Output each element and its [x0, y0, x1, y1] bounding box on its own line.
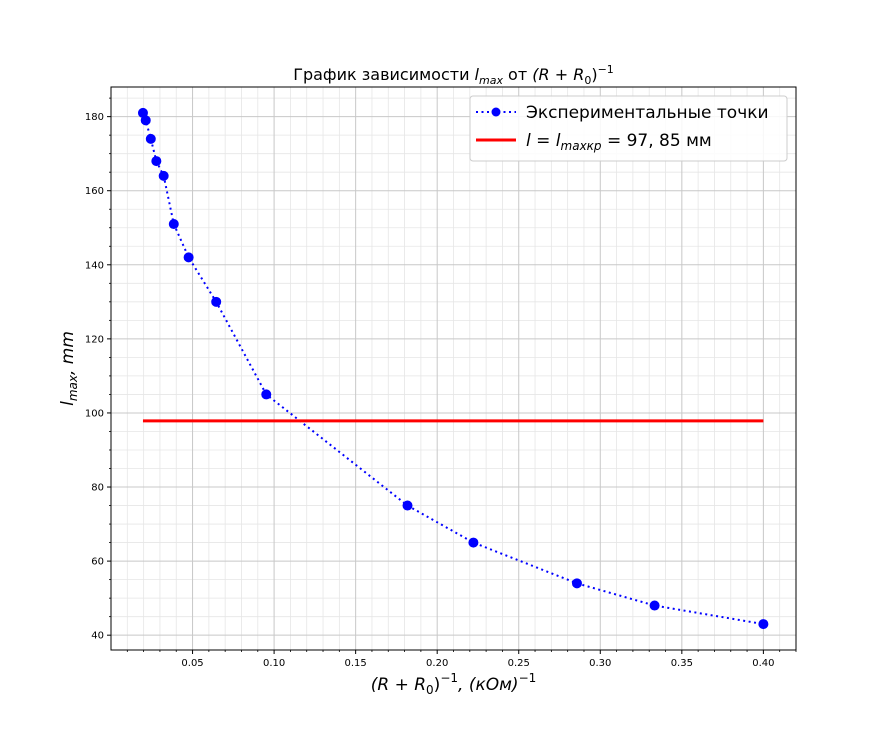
x-tick-label: 0.35 — [671, 658, 693, 669]
labels-layer: График зависимости lmax от (R + R0)−1 (R … — [58, 63, 614, 697]
x-tick-label: 0.05 — [181, 658, 203, 669]
y-tick-label: 180 — [85, 112, 104, 123]
axes-layer: 0.05 0.10 0.15 0.20 0.25 0.30 0.35 0.40 40 60 80 10… — [85, 86, 797, 669]
legend-marker-experimental — [491, 107, 501, 117]
experimental-point — [261, 389, 272, 400]
y-tick-label: 80 — [91, 483, 104, 494]
x-tick-label: 0.30 — [589, 658, 611, 669]
x-axis-label: (R + R0)−1, (кОм)−1 — [371, 671, 537, 697]
experimental-point — [183, 252, 194, 263]
experimental-point — [649, 600, 660, 611]
y-tick-label: 120 — [85, 334, 104, 345]
experimental-point — [168, 219, 179, 230]
experimental-point — [158, 170, 169, 181]
y-axis-label: lmax, mm — [58, 331, 80, 406]
experimental-point — [571, 578, 582, 589]
y-tick-label: 40 — [91, 631, 104, 642]
legend: Экспериментальные точки l = lmaxкр = 97, … — [469, 95, 788, 162]
experimental-point — [468, 537, 479, 548]
experimental-point — [402, 500, 413, 511]
grid-layer — [111, 87, 797, 650]
chart-title: График зависимости lmax от (R + R0)−1 — [293, 63, 614, 87]
x-tick-label: 0.10 — [263, 658, 285, 669]
y-tick-label: 140 — [85, 260, 104, 271]
experimental-point — [151, 156, 162, 167]
legend-box — [469, 95, 788, 162]
legend-label-critical: l = lmaxкр = 97, 85 мм — [526, 131, 712, 153]
y-tick-label: 160 — [85, 186, 104, 197]
x-tick-label: 0.40 — [752, 658, 774, 669]
x-tick-label: 0.25 — [508, 658, 530, 669]
experimental-point — [140, 115, 151, 126]
experimental-point — [145, 133, 156, 144]
x-tick-label: 0.20 — [426, 658, 448, 669]
legend-label-experimental: Экспериментальные точки — [526, 103, 769, 123]
series-layer — [137, 107, 769, 630]
y-tick-label: 60 — [91, 557, 104, 568]
y-tick-label: 100 — [85, 408, 104, 419]
experimental-point — [211, 296, 222, 307]
x-tick-label: 0.15 — [345, 658, 367, 669]
experimental-point — [758, 619, 769, 630]
